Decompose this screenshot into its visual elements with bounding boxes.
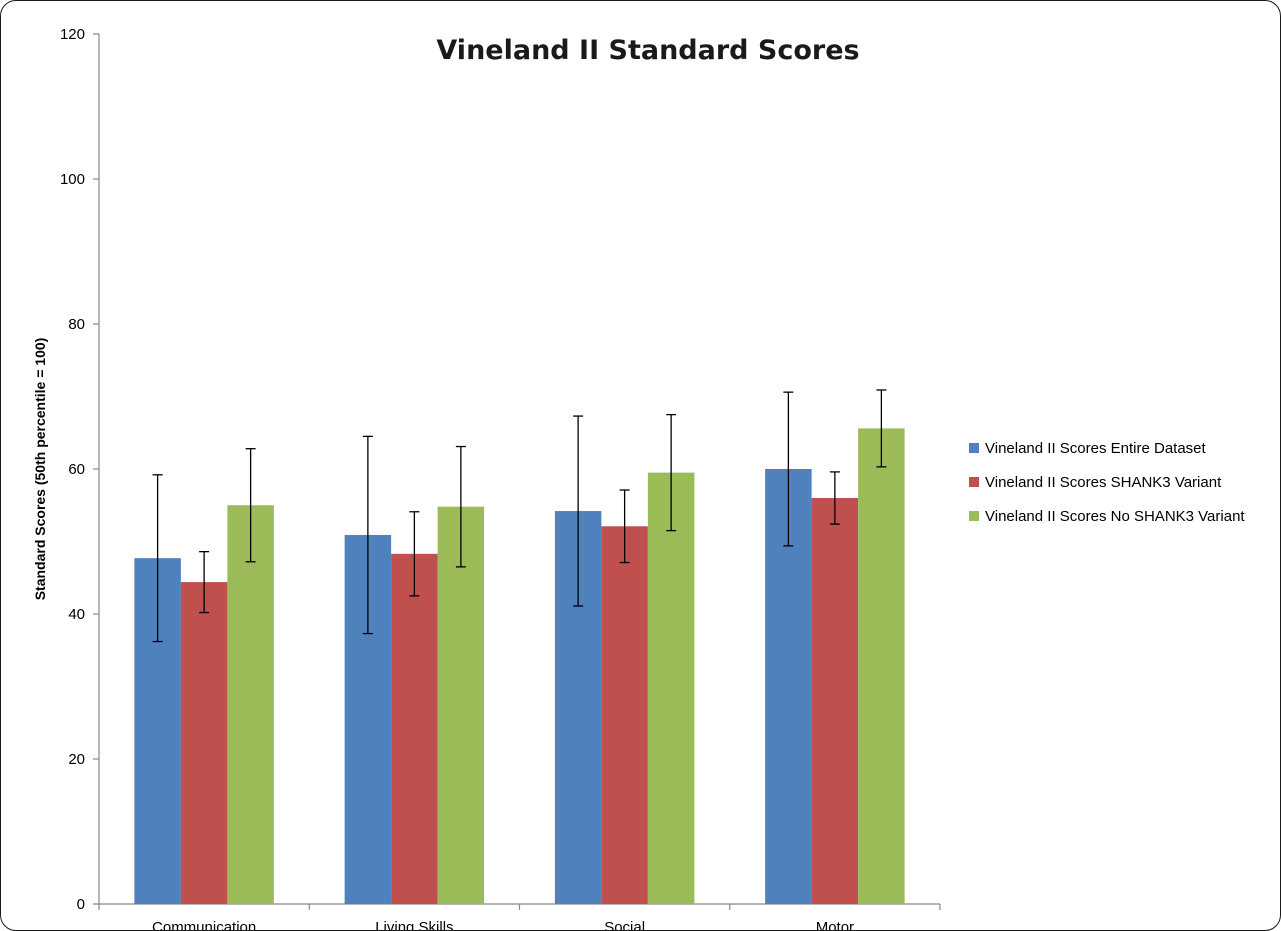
- y-tick-label: 120: [60, 26, 85, 43]
- x-category-label: Social: [604, 919, 645, 931]
- legend: Vineland II Scores Entire Dataset Vinelan…: [969, 440, 1245, 525]
- y-tick-label: 0: [77, 896, 85, 913]
- legend-label: Vineland II Scores SHANK3 Variant: [985, 474, 1222, 491]
- legend-label: Vineland II Scores No SHANK3 Variant: [985, 508, 1245, 525]
- x-category-label: Communication: [152, 919, 256, 931]
- bar: [180, 582, 228, 904]
- y-tick-label: 60: [68, 461, 85, 478]
- x-category-label: Motor: [816, 919, 854, 931]
- plot-area: 0 20 40 60 80 100 120 Communication Living Skill…: [60, 26, 941, 931]
- bar: [601, 526, 648, 904]
- y-tick-label: 20: [68, 751, 85, 768]
- chart-title: Vineland II Standard Scores: [436, 35, 859, 66]
- legend-swatch: [969, 511, 979, 521]
- y-tick-label: 80: [68, 316, 85, 333]
- bar: [647, 472, 695, 904]
- y-tick-label: 40: [68, 606, 85, 623]
- y-tick-label: 100: [60, 171, 85, 188]
- bar: [811, 498, 859, 904]
- x-category-label: Living Skills: [375, 919, 453, 931]
- bar: [858, 428, 905, 904]
- bar: [437, 506, 485, 904]
- bar: [391, 553, 438, 904]
- legend-swatch: [969, 477, 979, 487]
- legend-label: Vineland II Scores Entire Dataset: [985, 440, 1207, 457]
- legend-swatch: [969, 443, 979, 453]
- bar: [227, 505, 274, 904]
- y-axis-label: Standard Scores (50th percentile = 100): [32, 338, 48, 601]
